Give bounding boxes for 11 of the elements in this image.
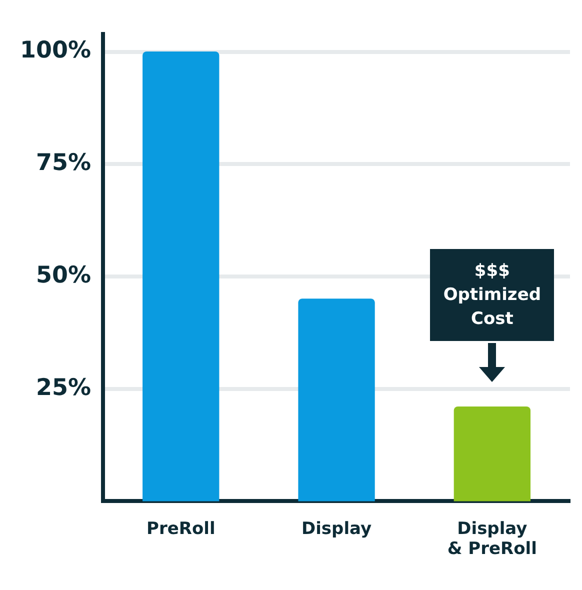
y-tick-label: 75%	[36, 150, 92, 176]
bar	[298, 298, 375, 502]
x-tick-label: PreRoll	[146, 518, 216, 539]
bar	[454, 406, 531, 502]
y-tick-label: 25%	[36, 374, 92, 401]
x-tick-label: Display & PreRoll	[447, 518, 537, 560]
y-tick-label: 100%	[20, 38, 92, 64]
y-tick-label: 50%	[36, 262, 92, 288]
x-tick-label: Display	[301, 518, 372, 539]
bar	[142, 51, 220, 502]
annotation: $$$ Optimized Cost	[430, 248, 554, 341]
